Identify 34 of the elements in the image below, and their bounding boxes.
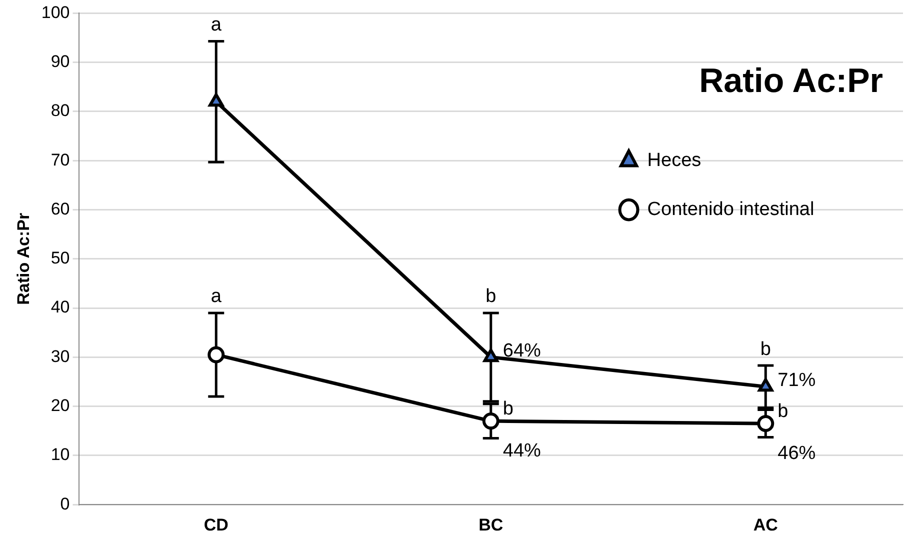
- y-tick-label: 10: [50, 445, 70, 464]
- point: [758, 378, 774, 392]
- y-tick-label: 50: [50, 248, 70, 268]
- x-tick-label: AC: [753, 515, 778, 534]
- y-tick-label: 0: [60, 494, 70, 514]
- annotation: 44%: [502, 440, 542, 462]
- point: [757, 415, 774, 432]
- y-tick-label: 30: [50, 346, 70, 366]
- y-axis-title: Ratio Ac:Pr: [14, 212, 33, 305]
- text: Ratio Ac:Pr: [699, 62, 883, 101]
- annotation: 64%: [502, 340, 542, 362]
- annotation: 46%: [778, 442, 816, 464]
- x-tick-label: CD: [204, 515, 228, 534]
- y-tick-label: 70: [50, 150, 70, 170]
- y-tick-label: 40: [50, 298, 70, 317]
- annotation: a: [210, 14, 222, 36]
- point: [482, 412, 500, 430]
- annotation: b: [778, 400, 788, 422]
- legend-label: Contenido intestinal: [647, 199, 814, 220]
- annotation: a: [210, 286, 222, 308]
- annotation: 71%: [778, 370, 816, 391]
- annotation: b: [502, 398, 514, 420]
- annotation: b: [760, 338, 771, 360]
- point: [208, 93, 224, 107]
- x-tick-label: BC: [478, 515, 504, 534]
- y-tick-label: 90: [50, 52, 70, 72]
- y-tick-label: 20: [50, 396, 70, 416]
- point: [483, 348, 498, 362]
- legend-label: Heces: [647, 150, 702, 172]
- y-tick-label: 100: [41, 2, 70, 22]
- annotation: b: [486, 286, 496, 308]
- y-tick-label: 80: [50, 101, 70, 120]
- y-tick-label: 60: [50, 199, 70, 218]
- point: [208, 346, 225, 364]
